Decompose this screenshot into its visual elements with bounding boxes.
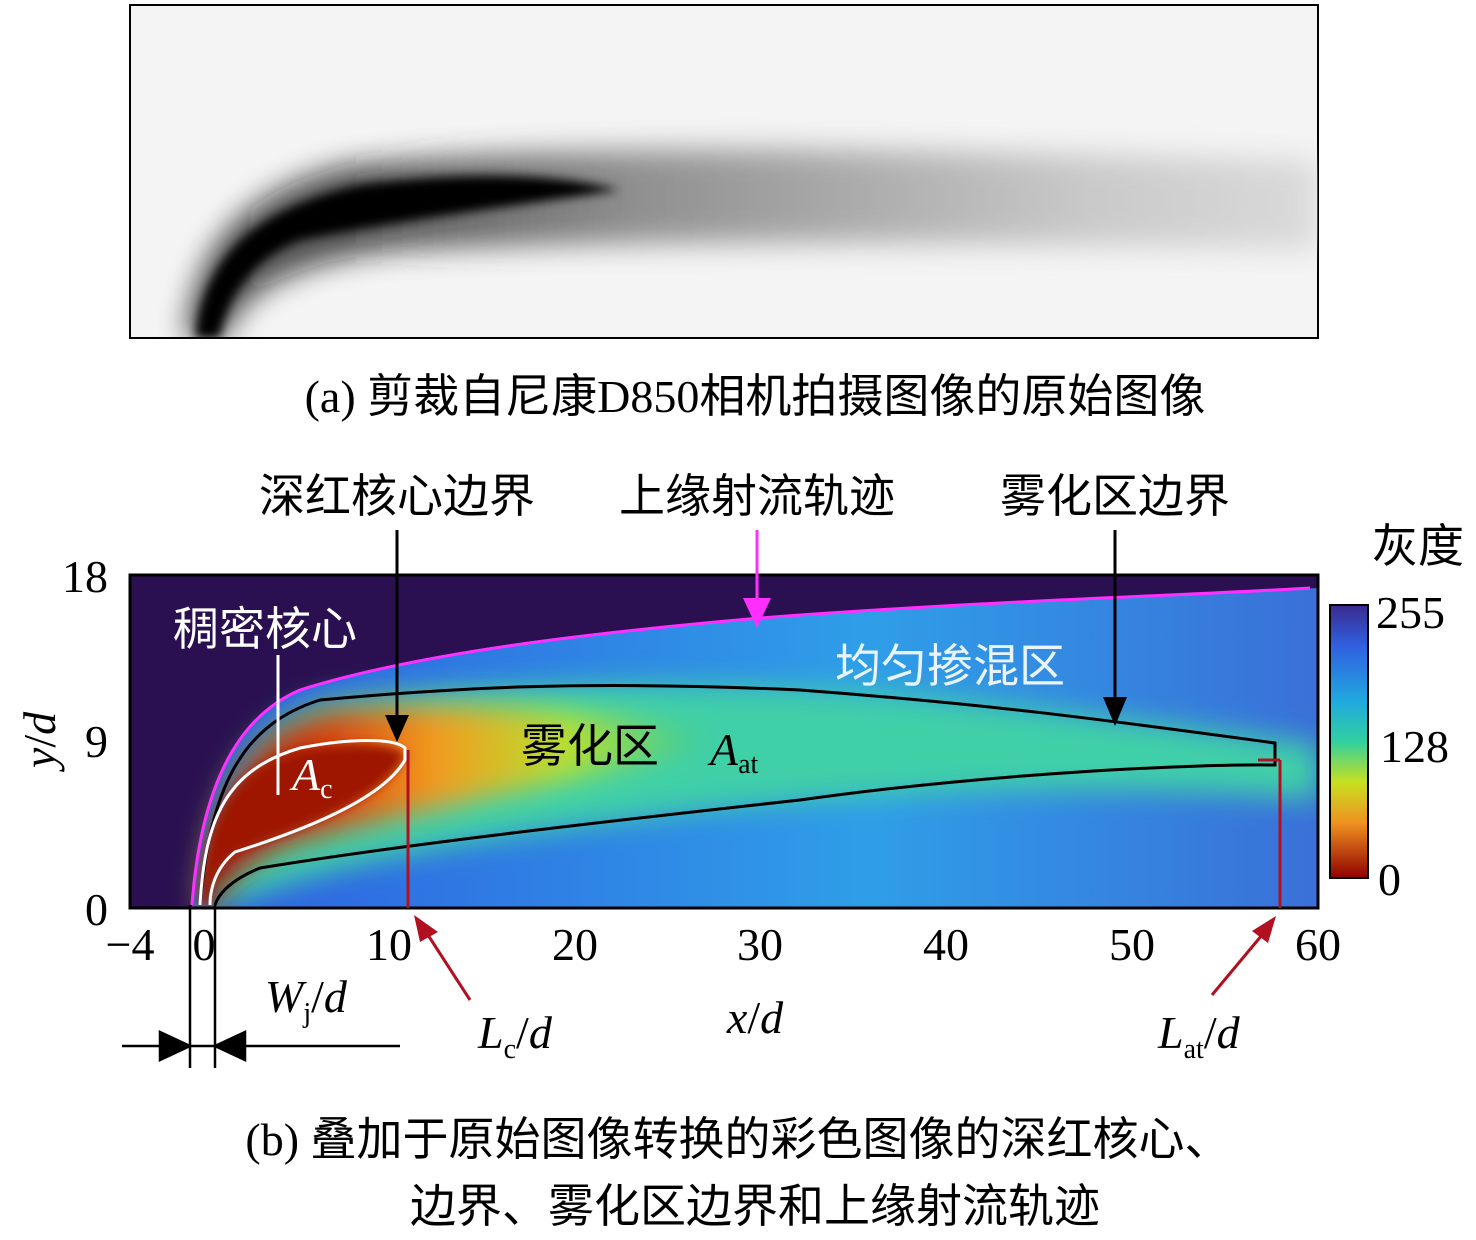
colorbar-tick: 128 (1380, 721, 1449, 772)
region-label: 均匀掺混区 (835, 641, 1065, 692)
area-label: Aat (707, 724, 759, 780)
region-label: 雾化区 (521, 721, 659, 772)
colorbar-title: 灰度 (1372, 521, 1464, 572)
y-tick-label: 18 (62, 551, 108, 602)
x-tick-label: 60 (1295, 919, 1341, 970)
x-tick-label: −4 (106, 919, 155, 970)
colorbar-tick: 0 (1378, 854, 1401, 905)
callout: 雾化区边界 (1000, 471, 1230, 522)
panel-b-image (130, 575, 1318, 908)
y-tick-label: 9 (85, 716, 108, 767)
y-axis-label: y/d (14, 711, 65, 772)
area-label: Ac (289, 749, 333, 805)
caption-b: 边界、雾化区边界和上缘射流轨迹 (410, 1181, 1100, 1232)
x-tick-label: 0 (193, 919, 216, 970)
wj-dimension (122, 905, 400, 1068)
caption-a: (a) 剪裁自尼康D850相机拍摄图像的原始图像 (305, 371, 1206, 422)
x-ticks: −4 0 10 20 30 40 50 60 (106, 919, 1341, 970)
x-tick-label: 20 (552, 919, 598, 970)
caption-b: (b) 叠加于原始图像转换的彩色图像的深红核心、 (245, 1114, 1230, 1165)
plot-frame (128, 573, 1320, 910)
y-tick-label: 0 (85, 884, 108, 935)
colorbar-tick: 255 (1376, 587, 1445, 638)
dimension-label: Lc/d (477, 1007, 553, 1065)
callout-arrows (385, 530, 1282, 1001)
x-tick-label: 40 (923, 919, 969, 970)
panel-a-image (129, 4, 1319, 339)
x-tick-label: 30 (737, 919, 783, 970)
x-axis-label: x/d (726, 992, 784, 1043)
x-tick-label: 50 (1109, 919, 1155, 970)
colorbar (1329, 604, 1369, 879)
callout: 上缘射流轨迹 (619, 471, 895, 522)
dimension-label: Lat/d (1157, 1007, 1241, 1065)
dimension-label: Wj/d (265, 971, 348, 1029)
x-tick-label: 10 (366, 919, 412, 970)
region-label: 稠密核心 (173, 604, 357, 655)
callout: 深红核心边界 (259, 471, 535, 522)
